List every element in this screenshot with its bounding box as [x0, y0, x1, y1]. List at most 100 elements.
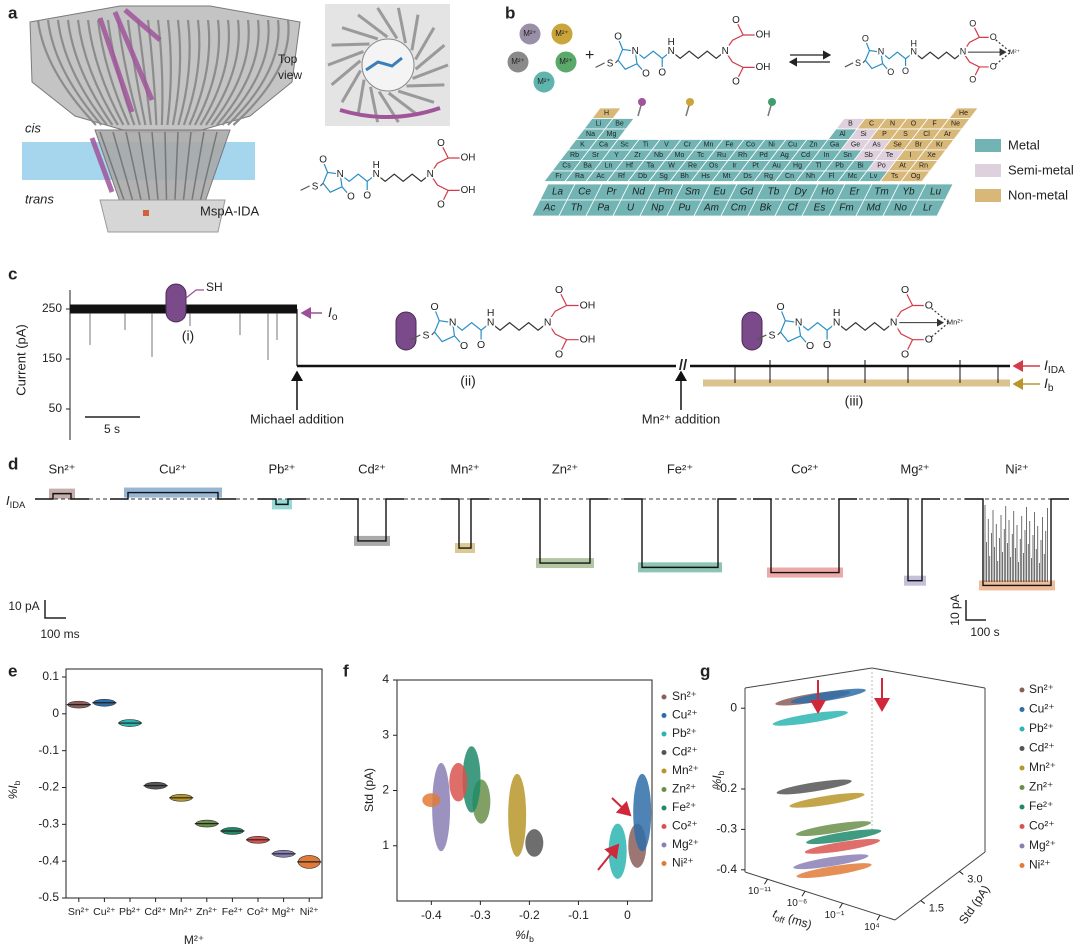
legend-marker [661, 750, 667, 755]
bond [560, 293, 568, 306]
element-symbol: Cd [801, 152, 810, 159]
blockade-trace [441, 498, 489, 549]
bond [442, 190, 449, 202]
element-symbol: Sm [685, 187, 700, 198]
point-cluster [772, 710, 848, 726]
bond [913, 51, 964, 60]
bond [410, 334, 421, 341]
element-symbol: Al [839, 131, 846, 138]
atom-label: O [319, 154, 327, 165]
level-label-main: I [1044, 357, 1048, 373]
element-symbol: Zn [809, 142, 817, 149]
element-symbol: Gd [740, 187, 754, 198]
atom-label: N [878, 47, 885, 57]
legend-marker [661, 694, 667, 700]
legend-marker [661, 842, 667, 848]
element-symbol: Og [911, 173, 920, 180]
bond [547, 304, 580, 323]
legend-swatch [975, 139, 1001, 152]
legend-marker [1019, 824, 1025, 829]
ion-label: Cu²⁺ [159, 461, 187, 476]
y-tick-label: 4 [382, 672, 389, 686]
membrane-label: trans [25, 191, 54, 206]
beta-strand [177, 19, 191, 126]
stem-strand [151, 131, 159, 201]
element-symbol: Sr [592, 152, 600, 159]
z-tick-label: 0 [730, 700, 737, 714]
stem-strand [112, 131, 134, 201]
beta-strand [210, 19, 250, 126]
element-symbol: Md [867, 203, 881, 214]
atom-label: N [668, 46, 675, 57]
y-axis-label: Std (pA) [956, 882, 993, 926]
y-tick-label: 0 [52, 706, 59, 720]
x-tick [801, 890, 806, 897]
point-cluster [793, 854, 869, 870]
element-symbol: Hg [793, 163, 802, 170]
state-label: (i) [182, 328, 194, 344]
box-edge [744, 871, 896, 921]
atom-label: O [642, 68, 650, 79]
state-label: (ii) [460, 373, 476, 389]
scale-label: 100 s [970, 625, 999, 639]
element-symbol: Au [772, 163, 781, 170]
element-symbol: Te [886, 152, 894, 159]
atom-label: N [795, 317, 803, 328]
scale-label: 100 ms [40, 627, 79, 641]
legend-label: Cd²⁺ [1029, 741, 1055, 755]
x-tick-label: Pb²⁺ [119, 906, 141, 918]
atom-label: OH [756, 30, 771, 41]
element-symbol: W [668, 163, 675, 170]
bond [323, 163, 329, 173]
blockade-trace [340, 498, 404, 542]
legend-label: Zn²⁺ [672, 782, 696, 796]
beta-strand [193, 19, 221, 126]
legend-label: Metal [1008, 137, 1040, 152]
legend-marker [1019, 804, 1025, 810]
x-tick-label: 10⁻¹¹ [748, 886, 772, 897]
bond [836, 321, 894, 331]
element-symbol: Np [651, 203, 664, 214]
bond [434, 310, 440, 321]
atom-label: N [544, 317, 552, 328]
element-symbol: Xe [927, 152, 936, 159]
level-label-main: I [328, 304, 332, 320]
element-symbol: Hf [626, 163, 633, 170]
x-tick-label: Mn²⁺ [169, 906, 193, 918]
atom-label: SH [206, 280, 223, 294]
element-symbol: Ra [575, 173, 584, 180]
level-label: IIDA [6, 493, 26, 510]
atom-label: S [855, 58, 861, 68]
metal-ion [554, 50, 578, 74]
x-tick [839, 902, 843, 909]
legend-marker [1019, 785, 1025, 790]
x-axis-label: toff (ms) [770, 906, 813, 934]
element-symbol: Cn [785, 173, 794, 180]
metal-label: Mn²⁺ [947, 318, 964, 327]
level-label-sub: o [332, 312, 338, 323]
y-axis-label-main: %I [6, 785, 20, 800]
pin-head [768, 98, 776, 106]
atom-label: N [373, 169, 380, 180]
element-symbol: Ne [951, 121, 960, 128]
y-tick-label: 3.0 [967, 873, 982, 885]
element-symbol: Eu [713, 187, 726, 198]
atom-label: OH [580, 300, 596, 311]
element-symbol: Rb [570, 152, 579, 159]
y-tick-label: -0.4 [38, 853, 59, 867]
bead [741, 311, 763, 351]
bond [341, 186, 349, 195]
atom-label: N [632, 46, 639, 57]
panel-label: c [8, 264, 17, 283]
ion-label: M²⁺ [559, 57, 573, 66]
beta-strand [166, 19, 172, 126]
element-symbol: Mc [848, 173, 858, 180]
atom-label: S [312, 181, 319, 192]
current-trace [690, 364, 1010, 368]
atom-label: O [430, 302, 438, 313]
ion-label: M²⁺ [511, 57, 525, 66]
box-edge [744, 667, 873, 689]
blockade-trace [258, 498, 306, 506]
atom-label: O [732, 15, 740, 26]
